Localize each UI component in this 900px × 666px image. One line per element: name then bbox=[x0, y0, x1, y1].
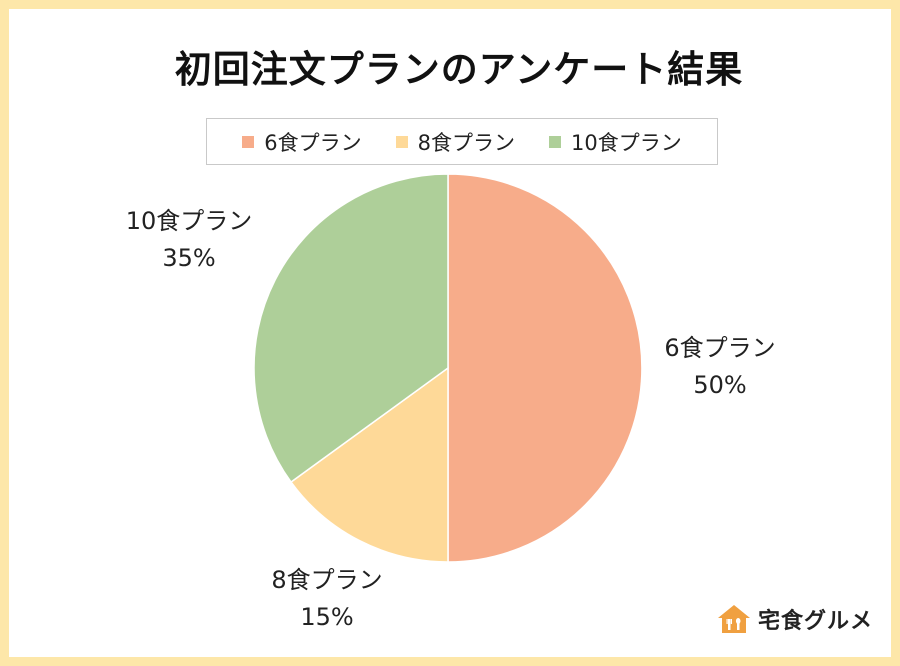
legend-item-10: 10食プラン bbox=[549, 127, 682, 157]
slice-6 bbox=[447, 173, 643, 563]
legend-swatch-6 bbox=[242, 135, 255, 148]
legend-item-6: 6食プラン bbox=[242, 127, 362, 157]
legend-swatch-8 bbox=[395, 135, 408, 148]
house-cutlery-icon bbox=[718, 605, 750, 633]
slice-label-10-name: 10食プラン bbox=[125, 207, 253, 235]
legend-label-10: 10食プラン bbox=[571, 130, 682, 155]
chart-legend: 6食プラン 8食プラン 10食プラン bbox=[206, 118, 718, 165]
slice-label-10-value: 35% bbox=[162, 244, 216, 272]
slice-8 bbox=[290, 366, 449, 563]
slice-label-10: 10食プラン 35% bbox=[114, 203, 264, 277]
brand-name: 宅食グルメ bbox=[758, 609, 874, 634]
slice-label-8-name: 8食プラン bbox=[271, 566, 383, 594]
slice-label-6-value: 50% bbox=[693, 371, 747, 399]
slice-10 bbox=[253, 173, 449, 484]
slice-label-6: 6食プラン 50% bbox=[645, 330, 795, 404]
slice-label-6-name: 6食プラン bbox=[664, 334, 776, 362]
brand-logo: 宅食グルメ bbox=[716, 603, 873, 635]
slice-label-8-value: 15% bbox=[300, 603, 354, 631]
legend-swatch-10 bbox=[549, 135, 561, 148]
chart-title: 初回注文プランのアンケート結果 bbox=[174, 48, 744, 91]
slice-label-8: 8食プラン 15% bbox=[252, 562, 402, 636]
legend-item-8: 8食プラン bbox=[395, 127, 515, 157]
legend-label-6: 6食プラン bbox=[264, 130, 362, 155]
legend-label-8: 8食プラン bbox=[417, 130, 515, 155]
